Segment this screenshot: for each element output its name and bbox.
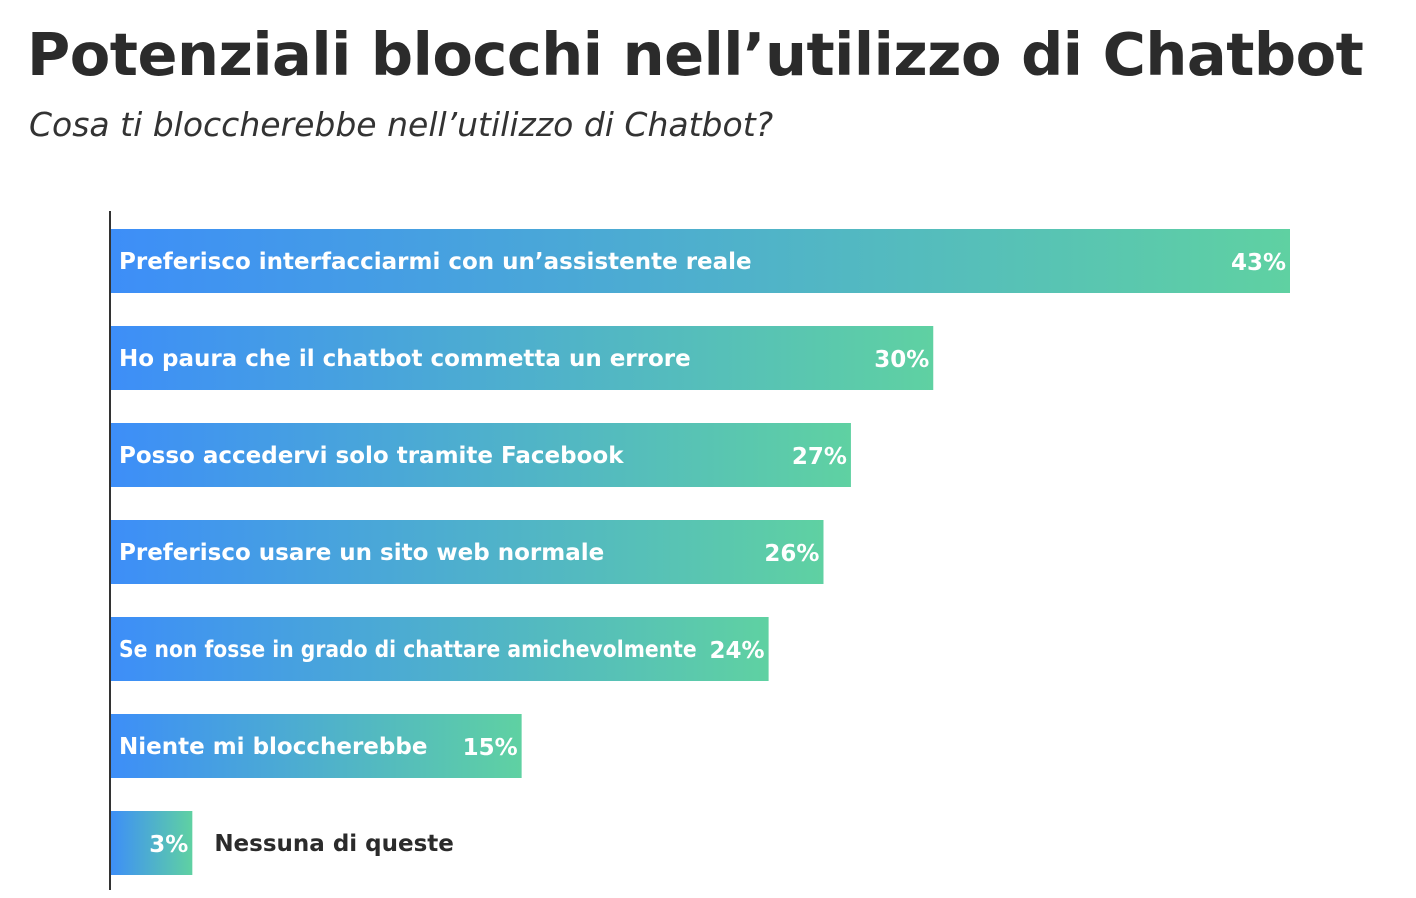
bar-value-label: 26% [764,541,819,567]
bar-value-label: 30% [874,347,929,373]
bar-group: 26% Preferisco usare un sito web normale [110,520,824,584]
chart-title: Potenziali blocchi nell’utilizzo di Chat… [27,20,1364,89]
bar-category-label: Niente mi bloccherebbe [119,734,427,760]
bar-group: 43% Preferisco interfacciarmi con un’assi… [110,229,1290,293]
bar-category-label: Ho paura che il chatbot commetta un erro… [119,346,691,372]
bars-layer: 43% Preferisco interfacciarmi con un’assi… [110,229,1290,875]
bar-group: 30% Ho paura che il chatbot commetta un e… [110,326,934,390]
bar-category-label: Preferisco usare un sito web normale [119,540,604,566]
bar-category-label: Se non fosse in grado di chattare amiche… [119,637,697,663]
bar-group: 24% Se non fosse in grado di chattare ami… [110,617,769,681]
chart-subtitle: Cosa ti bloccherebbe nell’utilizzo di Ch… [29,105,774,144]
bar [110,714,522,778]
bar-category-label: Nessuna di queste [214,831,454,857]
bar-category-label: Posso accedervi solo tramite Facebook [119,443,624,469]
bar-value-label: 24% [710,638,765,664]
bar-group: 15% Niente mi bloccherebbe [110,714,522,778]
bar [110,229,1290,293]
bar-group: 27% Posso accedervi solo tramite Facebook [110,423,851,487]
bar-value-label: 43% [1231,250,1286,276]
bar-value-label: 3% [149,832,188,858]
bar [110,811,193,875]
bar-category-label: Preferisco interfacciarmi con un’assiste… [119,249,752,275]
bar-value-label: 27% [792,444,847,470]
bar-group: 3% Nessuna di queste [110,811,454,875]
bar [110,617,769,681]
bar [110,423,851,487]
bar [110,520,824,584]
bar [110,326,934,390]
bar-value-label: 15% [463,735,518,761]
